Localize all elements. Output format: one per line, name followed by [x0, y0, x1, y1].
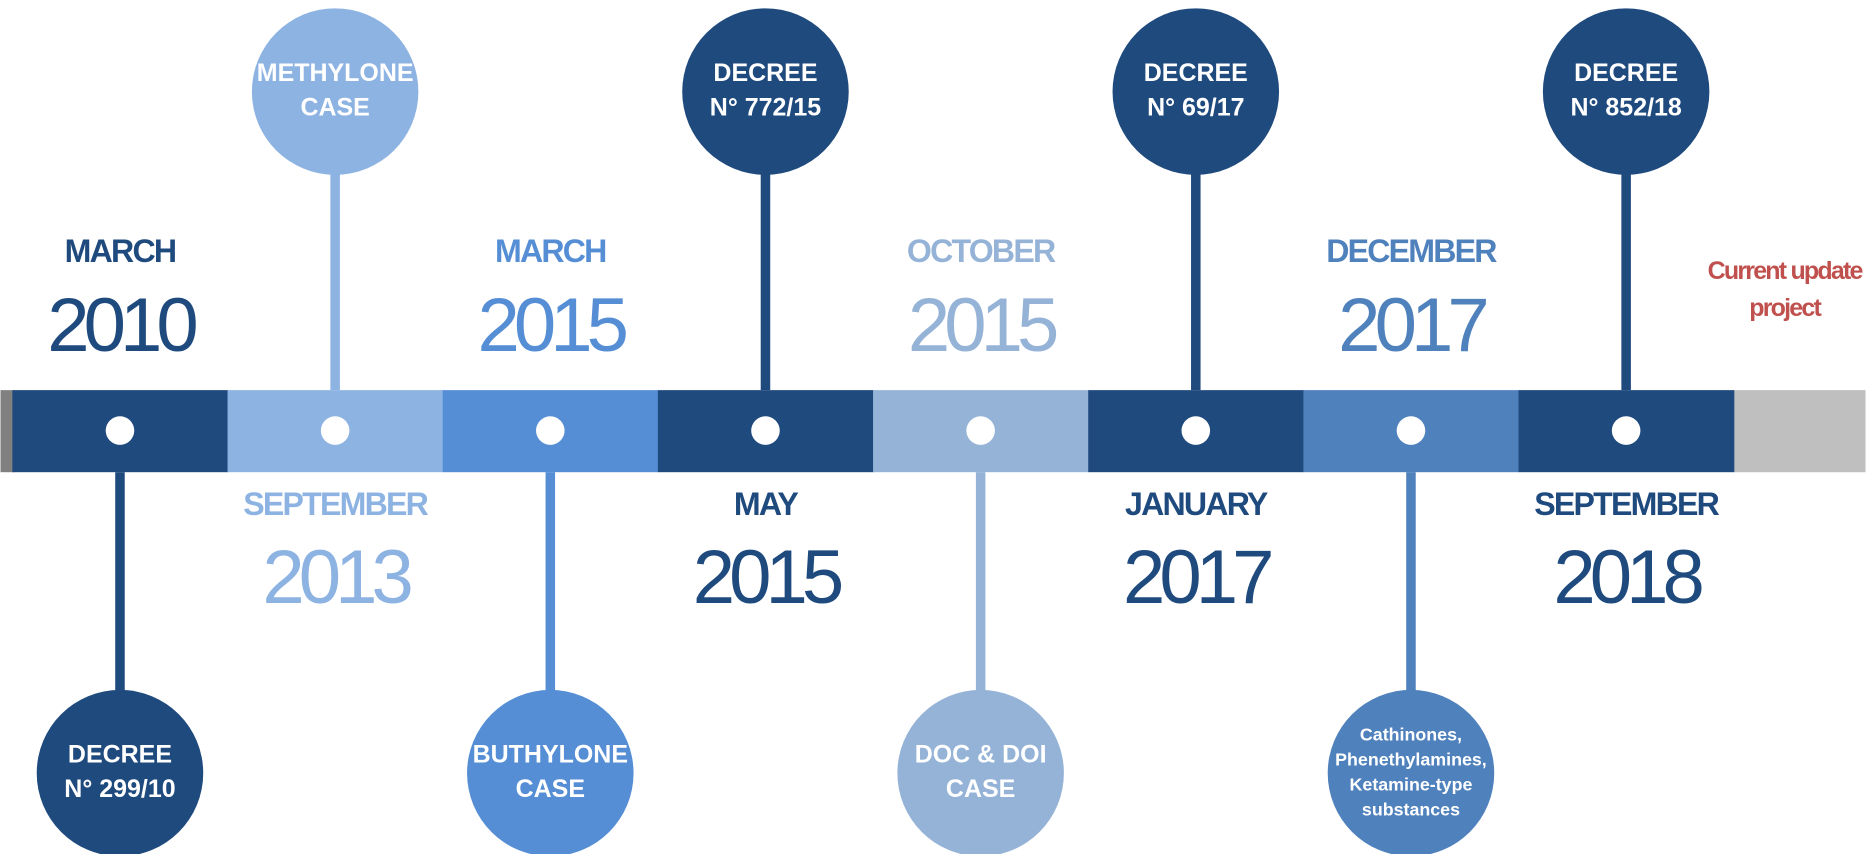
event-label: DOC & DOI	[915, 740, 1047, 768]
event-circle	[36, 689, 204, 854]
event-month: MAY	[734, 486, 798, 522]
current-update-note: Current update	[1708, 257, 1864, 285]
stem	[115, 472, 125, 774]
event-circle	[251, 8, 419, 175]
event-label: Ketamine-type	[1350, 774, 1473, 794]
event-circle	[682, 8, 849, 175]
event-label: N° 772/15	[710, 93, 821, 121]
event-month: DECEMBER	[1326, 233, 1497, 269]
event-circle	[1327, 689, 1495, 854]
event-label: N° 852/18	[1570, 93, 1681, 121]
timeline-dot	[1181, 416, 1211, 445]
event-label: N° 299/10	[64, 775, 175, 803]
event-circle	[1112, 8, 1280, 175]
event-year: 2017	[1338, 283, 1486, 368]
timeline-dot	[1396, 416, 1426, 445]
stem	[760, 91, 771, 391]
event-label: CASE	[300, 93, 369, 121]
event-month: SEPTEMBER	[1534, 486, 1719, 522]
event-label: Cathinones,	[1360, 724, 1462, 744]
timeline-dot	[751, 416, 780, 445]
current-update-note: project	[1749, 294, 1822, 322]
bar-start	[0, 390, 15, 473]
event-label: METHYLONE	[257, 59, 414, 87]
event-label: CASE	[946, 775, 1015, 803]
event-year: 2017	[1123, 535, 1271, 620]
event-label: CASE	[516, 775, 585, 803]
event-label: DECREE	[1144, 59, 1248, 87]
event-circle	[467, 689, 634, 854]
event-label: DECREE	[68, 740, 172, 768]
stem	[1621, 91, 1631, 391]
event-month: OCTOBER	[907, 233, 1056, 269]
event-year: 2015	[908, 283, 1057, 368]
stem	[1191, 91, 1201, 391]
event-label: Phenethylamines,	[1335, 749, 1487, 769]
event-year: 2018	[1553, 535, 1702, 620]
event-label: N° 69/17	[1147, 93, 1244, 121]
timeline-dot	[105, 416, 135, 445]
event-month: MARCH	[65, 233, 176, 269]
timeline-dot	[1611, 416, 1641, 445]
event-year: 2015	[478, 283, 627, 368]
stem	[330, 91, 340, 391]
event-label: BUTHYLONE	[473, 740, 628, 768]
event-circle	[897, 689, 1064, 854]
event-label: substances	[1362, 799, 1460, 819]
event-year: 2010	[47, 283, 196, 368]
timeline-dot	[320, 416, 350, 445]
event-label: DECREE	[1574, 59, 1678, 87]
bar-end	[1733, 390, 1866, 473]
event-month: SEPTEMBER	[243, 486, 428, 522]
event-year: 2013	[262, 535, 410, 620]
timeline-dot	[536, 416, 565, 445]
event-circle	[1542, 8, 1710, 175]
stem	[545, 472, 556, 774]
event-year: 2015	[693, 535, 842, 620]
timeline-dot	[966, 416, 995, 445]
event-label: DECREE	[713, 59, 817, 87]
stem	[1406, 472, 1416, 774]
event-month: JANUARY	[1125, 486, 1268, 522]
stem	[975, 472, 986, 774]
event-month: MARCH	[495, 233, 606, 269]
